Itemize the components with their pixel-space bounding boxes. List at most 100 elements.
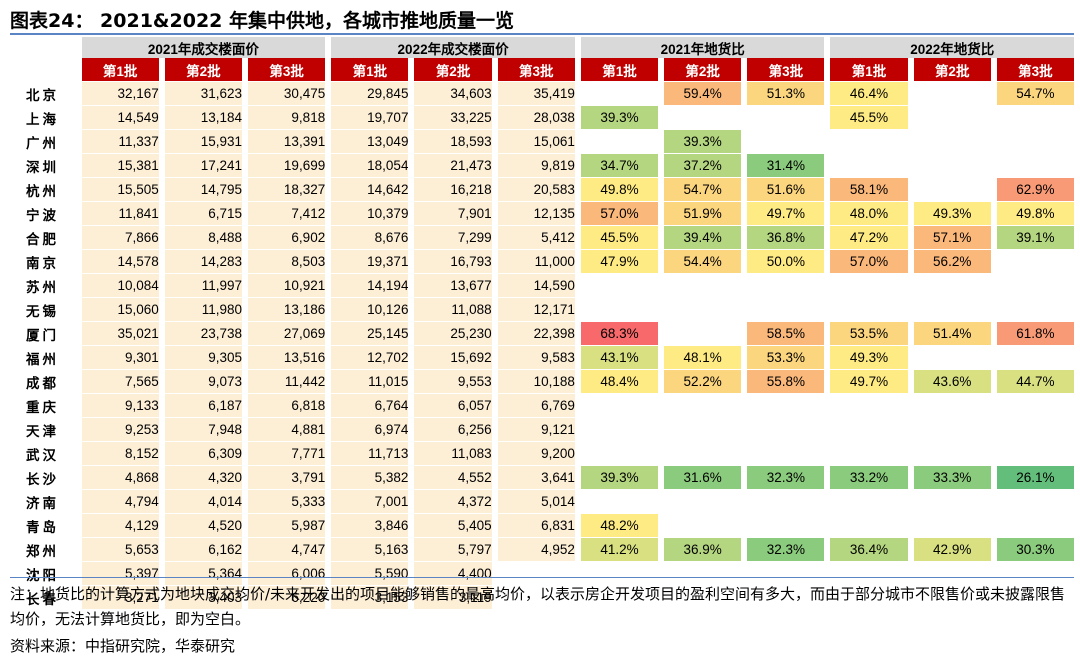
city-name: 南京 [26, 249, 82, 273]
table-row: 深圳 15,381 17,241 19,699 18,054 21,473 9,819 34.… [26, 153, 1080, 177]
batch-header: 第1批 [331, 58, 415, 81]
price-cell: 14,795 [164, 177, 248, 201]
price-cell: 10,084 [81, 273, 165, 297]
ratio-cell [996, 345, 1080, 369]
table-row: 重庆 9,133 6,187 6,818 6,764 6,057 6,769 [26, 393, 1080, 417]
ratio-cell [747, 273, 831, 297]
batch-header: 第1批 [830, 58, 914, 81]
ratio-cell: 33.3% [913, 465, 997, 489]
ratio-cell: 52.2% [664, 369, 748, 393]
price-cell: 13,184 [164, 105, 248, 129]
ratio-cell [580, 297, 665, 321]
ratio-cell [747, 297, 831, 321]
ratio-cell [913, 417, 997, 441]
city-name: 杭州 [26, 177, 82, 201]
group-header-row: 2021年成交楼面价 2022年成交楼面价 2021年地货比 2022年地货比 [26, 37, 1080, 58]
price-cell: 11,841 [81, 201, 165, 225]
ratio-cell: 57.0% [580, 201, 665, 225]
ratio-cell [747, 561, 831, 585]
ratio-cell: 36.9% [664, 537, 748, 561]
ratio-cell [747, 585, 831, 609]
price-cell: 35,419 [497, 81, 581, 105]
ratio-cell [830, 441, 914, 465]
price-cell: 7,001 [331, 489, 415, 513]
ratio-cell: 31.4% [747, 153, 831, 177]
price-cell: 4,952 [497, 537, 581, 561]
price-cell: 9,819 [497, 153, 581, 177]
ratio-cell [830, 417, 914, 441]
city-name: 长沙 [26, 465, 82, 489]
price-cell: 9,253 [81, 417, 165, 441]
ratio-cell [747, 489, 831, 513]
ratio-cell [664, 489, 748, 513]
price-cell: 11,713 [331, 441, 415, 465]
price-cell: 27,069 [247, 321, 332, 345]
price-cell: 31,623 [164, 81, 248, 105]
top-divider [10, 33, 1074, 35]
ratio-cell [664, 273, 748, 297]
price-cell: 15,692 [414, 345, 498, 369]
price-cell: 16,218 [414, 177, 498, 201]
price-cell: 19,707 [331, 105, 415, 129]
table-row: 天津 9,253 7,948 4,881 6,974 6,256 9,121 [26, 417, 1080, 441]
table-row: 南京 14,578 14,283 8,503 19,371 16,793 11,000 47.… [26, 249, 1080, 273]
ratio-cell: 48.1% [664, 345, 748, 369]
price-cell: 6,220 [247, 585, 332, 609]
price-cell: 35,021 [81, 321, 165, 345]
table-row: 合肥 7,866 8,488 6,902 8,676 7,299 5,412 45.5% 39.… [26, 225, 1080, 249]
price-cell: 9,133 [81, 393, 165, 417]
city-name: 沈阳 [26, 561, 82, 585]
ratio-cell [830, 513, 914, 537]
table-row: 北京 32,167 31,623 30,475 29,845 34,603 35,419 59… [26, 81, 1080, 105]
price-cell: 17,241 [164, 153, 248, 177]
table-row: 武汉 8,152 6,309 7,771 11,713 11,083 9,200 [26, 441, 1080, 465]
price-cell: 11,083 [414, 441, 498, 465]
ratio-cell: 50.0% [747, 249, 831, 273]
price-cell: 10,188 [497, 369, 581, 393]
batch-header: 第2批 [664, 58, 748, 81]
ratio-cell: 49.8% [580, 177, 665, 201]
price-cell: 5,412 [497, 225, 581, 249]
price-cell: 6,764 [331, 393, 415, 417]
ratio-cell [996, 105, 1080, 129]
price-cell [497, 561, 581, 585]
price-cell: 19,699 [247, 153, 332, 177]
ratio-cell [830, 129, 914, 153]
price-cell: 5,163 [331, 537, 415, 561]
ratio-cell: 48.0% [830, 201, 914, 225]
ratio-cell: 54.7% [664, 177, 748, 201]
ratio-cell: 51.6% [747, 177, 831, 201]
price-cell: 7,866 [81, 225, 165, 249]
ratio-cell [996, 393, 1080, 417]
price-cell: 6,715 [164, 201, 248, 225]
ratio-cell [580, 393, 665, 417]
batch-header: 第3批 [996, 58, 1080, 81]
price-cell: 14,283 [164, 249, 248, 273]
price-cell: 7,299 [414, 225, 498, 249]
table-row: 福州 9,301 9,305 13,516 12,702 15,692 9,583 43.1%… [26, 345, 1080, 369]
ratio-cell [830, 393, 914, 417]
ratio-cell: 37.2% [664, 153, 748, 177]
group-header-2022-ratio: 2022年地货比 [830, 37, 1080, 58]
city-name: 苏州 [26, 273, 82, 297]
ratio-cell [580, 585, 665, 609]
ratio-cell [580, 561, 665, 585]
ratio-cell [996, 585, 1080, 609]
ratio-cell [664, 417, 748, 441]
ratio-cell [913, 105, 997, 129]
ratio-cell: 59.4% [664, 81, 748, 105]
ratio-cell: 49.3% [830, 345, 914, 369]
table-row: 厦门 35,021 23,738 27,069 25,145 25,230 22,398 68… [26, 321, 1080, 345]
ratio-cell [913, 393, 997, 417]
price-cell: 14,642 [331, 177, 415, 201]
ratio-cell: 61.8% [996, 321, 1080, 345]
price-cell: 7,412 [247, 201, 332, 225]
ratio-cell: 45.5% [580, 225, 665, 249]
price-cell: 14,578 [81, 249, 165, 273]
ratio-cell [664, 585, 748, 609]
corner-cell [26, 37, 82, 58]
ratio-cell [913, 177, 997, 201]
price-cell [497, 585, 581, 609]
figure-title: 图表24： 2021&2022 年集中供地，各城市推地质量一览 [10, 10, 515, 32]
batch-header: 第1批 [81, 58, 165, 81]
